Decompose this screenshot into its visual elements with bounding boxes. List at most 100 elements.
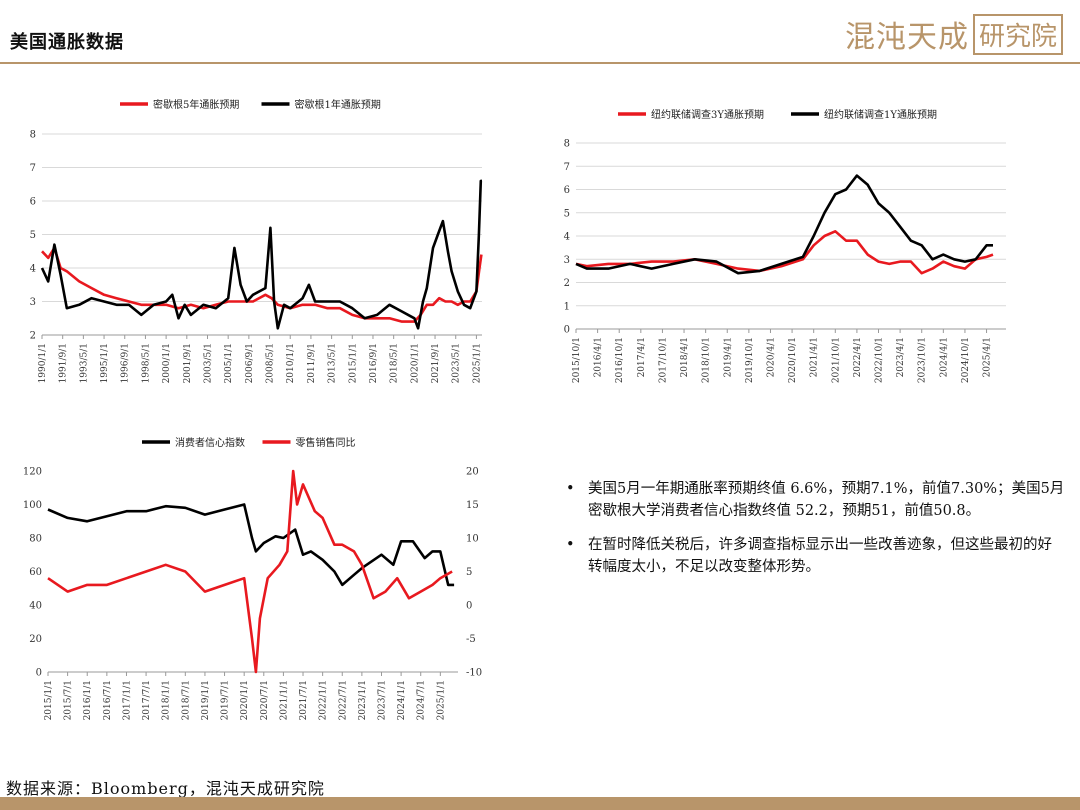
y-tick-label: 7 <box>564 162 570 173</box>
y2-tick-label: -5 <box>466 634 476 645</box>
x-tick-label: 2021/9/1 <box>431 343 441 383</box>
y-tick-label: 0 <box>36 668 42 679</box>
commentary-item: • 在暂时降低关税后，许多调查指标显示出一些改善迹象，但这些最初的好转幅度太小，… <box>566 534 1066 578</box>
brand-logo: 混沌天成 研究院 <box>845 13 1064 55</box>
x-tick-label: 2021/4/1 <box>810 337 820 377</box>
series-line <box>47 503 455 587</box>
x-tick-label: 2015/7/1 <box>64 680 74 720</box>
x-tick-label: 2000/1/1 <box>162 343 172 383</box>
x-tick-label: 2016/4/1 <box>594 337 604 377</box>
y-tick-label: 80 <box>29 534 42 545</box>
x-tick-label: 2025/1/1 <box>436 680 446 720</box>
x-tick-label: 2023/5/1 <box>452 343 462 383</box>
x-tick-label: 2019/1/1 <box>201 680 211 720</box>
x-tick-label: 2018/5/1 <box>390 343 400 383</box>
legend-label: 零售销售同比 <box>296 436 356 449</box>
x-tick-label: 2022/10/1 <box>875 337 885 383</box>
x-tick-label: 2025/4/1 <box>983 337 993 377</box>
y2-tick-label: 20 <box>466 467 479 478</box>
x-tick-label: 2020/1/1 <box>240 680 250 720</box>
logo-main-text: 混沌天成 <box>845 20 969 55</box>
x-tick-label: 2021/7/1 <box>299 680 309 720</box>
y2-tick-label: 15 <box>466 500 479 511</box>
y-tick-label: 0 <box>564 325 570 336</box>
x-tick-label: 2023/7/1 <box>377 680 387 720</box>
x-tick-label: 2024/7/1 <box>417 680 427 720</box>
y-tick-label: 1 <box>564 301 570 312</box>
commentary-text: 在暂时降低关税后，许多调查指标显示出一些改善迹象，但这些最初的好转幅度太小，不足… <box>588 537 1052 575</box>
commentary-item: • 美国5月一年期通胀率预期终值 6.6%，预期7.1%，前值7.30%；美国5… <box>566 478 1066 522</box>
legend-label: 消费者信心指数 <box>175 436 245 449</box>
series-line <box>40 179 483 330</box>
chart-confidence-svg: 0 20 40 60 80 100 120 -10 -5 0 5 10 15 20 2015/1/1 2015… <box>23 436 482 720</box>
y2-tick-label: 10 <box>466 534 479 545</box>
x-tick-label: 2017/7/1 <box>142 680 152 720</box>
x-tick-label: 2022/1/1 <box>319 680 329 720</box>
x-tick-label: 1993/5/1 <box>79 343 89 383</box>
y-tick-label: 4 <box>30 264 36 275</box>
chart-michigan-expectations: 2 3 4 5 6 7 8 1990/1/1 1991/9/1 1993/5/1 1995/1/1 1… <box>10 92 490 402</box>
x-tick-label: 2023/4/1 <box>896 337 906 377</box>
chart-confidence-retail: 0 20 40 60 80 100 120 -10 -5 0 5 10 15 20 2015/1/1 2015… <box>10 430 500 740</box>
y-tick-label: 20 <box>29 634 42 645</box>
logo-box-text: 研究院 <box>973 13 1064 55</box>
y-tick-label: 8 <box>564 139 570 150</box>
x-tick-label: 2016/7/1 <box>103 680 113 720</box>
x-tick-label: 2019/10/1 <box>745 337 755 383</box>
y-tick-label: 4 <box>564 232 570 243</box>
y-tick-label: 2 <box>564 278 570 289</box>
x-tick-label: 2017/4/1 <box>637 337 647 377</box>
x-tick-label: 2001/9/1 <box>183 343 193 383</box>
footer-bar <box>0 797 1080 810</box>
chart-michigan-svg: 2 3 4 5 6 7 8 1990/1/1 1991/9/1 1993/5/1 1995/1/1 1… <box>30 98 483 383</box>
y-tick-label: 8 <box>30 130 36 141</box>
x-tick-label: 2017/1/1 <box>122 680 132 720</box>
x-tick-label: 2010/1/1 <box>286 343 296 383</box>
series-line <box>575 174 993 275</box>
x-tick-label: 2013/5/1 <box>328 343 338 383</box>
y-tick-label: 3 <box>30 297 36 308</box>
y-tick-label: 3 <box>564 255 570 266</box>
commentary-text: 美国5月一年期通胀率预期终值 6.6%，预期7.1%，前值7.30%；美国5月密… <box>588 481 1065 519</box>
x-tick-label: 2018/4/1 <box>680 337 690 377</box>
y-tick-label: 7 <box>30 163 36 174</box>
y-tick-label: 5 <box>564 208 570 219</box>
x-tick-label: 2003/5/1 <box>203 343 213 383</box>
x-tick-label: 2018/10/1 <box>702 337 712 383</box>
y-tick-label: 2 <box>30 331 36 342</box>
x-tick-label: 2008/5/1 <box>266 343 276 383</box>
x-tick-label: 2020/7/1 <box>260 680 270 720</box>
series-line <box>41 246 483 323</box>
x-tick-label: 2025/1/1 <box>472 343 482 383</box>
y-tick-label: 40 <box>29 601 42 612</box>
x-tick-label: 2020/4/1 <box>766 337 776 377</box>
x-tick-label: 1995/1/1 <box>100 343 110 383</box>
x-tick-label: 2023/1/1 <box>358 680 368 720</box>
x-tick-label: 2017/10/1 <box>658 337 668 383</box>
legend-label: 纽约联储调查1Y通胀预期 <box>824 108 937 121</box>
y2-tick-label: -10 <box>466 668 482 679</box>
series-line <box>575 230 994 275</box>
x-tick-label: 2016/1/1 <box>83 680 93 720</box>
header-divider <box>0 62 1080 64</box>
x-tick-label: 2019/4/1 <box>723 337 733 377</box>
x-tick-label: 1998/5/1 <box>141 343 151 383</box>
x-tick-label: 2018/7/1 <box>181 680 191 720</box>
x-tick-label: 2005/1/1 <box>224 343 234 383</box>
x-tick-label: 2022/7/1 <box>338 680 348 720</box>
page-title: 美国通胀数据 <box>10 32 124 53</box>
y-tick-label: 6 <box>30 197 36 208</box>
x-tick-label: 2024/10/1 <box>961 337 971 383</box>
x-tick-label: 1996/9/1 <box>121 343 131 383</box>
x-tick-label: 2024/4/1 <box>939 337 949 377</box>
chart-nyfed-expectations: 0 1 2 3 4 5 6 7 8 2015/10/1 2016/4/1 2016/10/1 2017/… <box>540 100 1020 400</box>
x-tick-label: 2022/4/1 <box>853 337 863 377</box>
y-tick-label: 6 <box>564 185 570 196</box>
x-tick-label: 2021/10/1 <box>831 337 841 383</box>
x-tick-label: 2015/1/1 <box>348 343 358 383</box>
x-tick-label: 2021/1/1 <box>279 680 289 720</box>
x-tick-label: 2019/7/1 <box>221 680 231 720</box>
y2-tick-label: 0 <box>466 601 472 612</box>
y2-tick-label: 5 <box>466 567 472 578</box>
x-tick-label: 2020/1/1 <box>410 343 420 383</box>
